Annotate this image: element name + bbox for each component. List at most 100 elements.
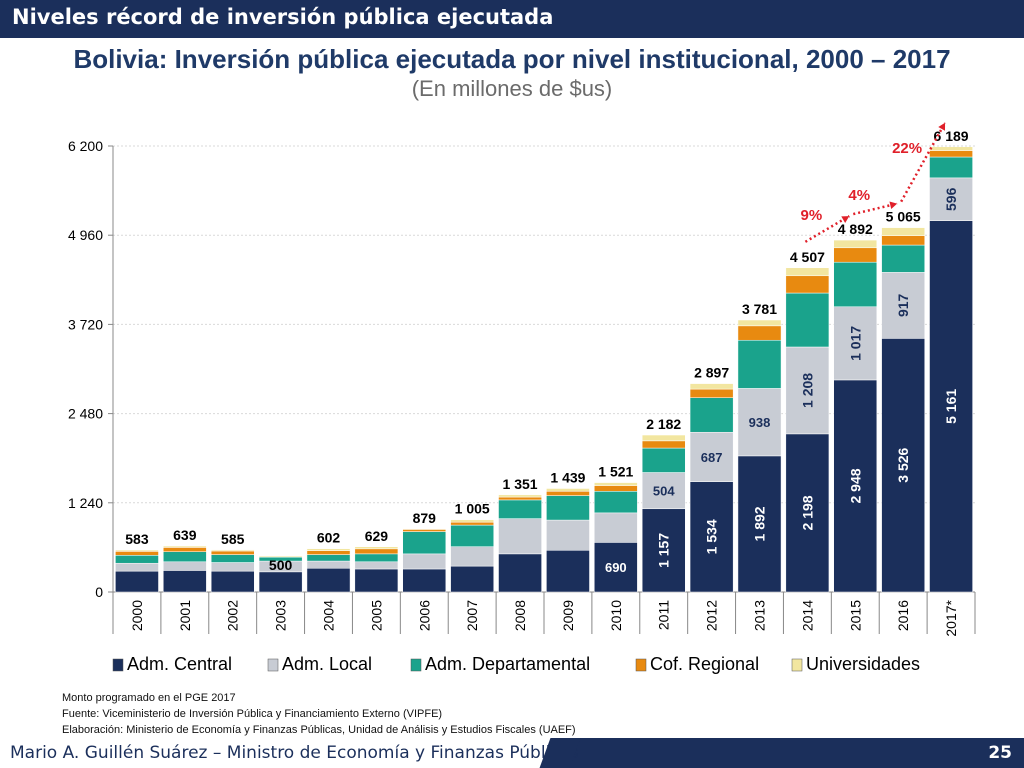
x-tick-label: 2014 — [799, 600, 815, 631]
bar-segment — [115, 549, 159, 552]
bar-segment — [498, 494, 542, 498]
bar-segment — [354, 548, 399, 555]
bar-segment — [833, 261, 878, 308]
growth-arrow-head — [889, 201, 898, 210]
bar-segment — [833, 247, 878, 263]
bar-segment — [594, 482, 638, 486]
total-label: 5 065 — [886, 209, 921, 225]
legend-label: Universidades — [806, 654, 920, 674]
bar-segment — [929, 177, 973, 221]
stacked-bar-chart: 0 1 240 2 480 3 720 4 960 6 200 2000 583 2001 639… — [68, 122, 976, 674]
bar-segment — [210, 570, 255, 593]
bar-segment — [210, 550, 255, 555]
bar-segment — [785, 346, 830, 435]
bar-segment — [737, 325, 782, 341]
segment-label: 2 198 — [799, 495, 815, 530]
bar-segment — [689, 388, 734, 398]
bar-segment — [546, 550, 590, 593]
header-banner: Niveles récord de inversión pública ejec… — [0, 0, 1024, 38]
growth-label: 4% — [848, 187, 870, 204]
x-tick-label: 2017* — [943, 599, 959, 636]
segment-label: 3 526 — [895, 447, 911, 482]
bar-segment — [498, 499, 542, 519]
total-label: 1 351 — [503, 476, 538, 492]
total-label: 2 182 — [646, 416, 681, 432]
bar-segment — [546, 491, 590, 496]
segment-label: 917 — [895, 293, 911, 317]
bar-segment — [737, 455, 782, 593]
bar-segment — [306, 550, 351, 555]
bar-segment — [594, 512, 638, 543]
bar-segment — [833, 306, 878, 381]
chart-title: Bolivia: Inversión pública ejecutada por… — [73, 44, 951, 74]
total-label: 583 — [125, 531, 149, 547]
segment-label: 1 017 — [847, 326, 863, 361]
bar-segment — [163, 547, 207, 552]
footer-author-panel: Mario A. Guillén Suárez – Ministro de Ec… — [0, 738, 579, 768]
bar-segment — [689, 481, 734, 593]
bar-segment — [450, 519, 494, 523]
bar-segment — [785, 433, 830, 593]
bar-segment — [354, 561, 399, 570]
legend-swatch — [112, 658, 124, 672]
legend-swatch — [410, 658, 422, 672]
x-tick-label: 2012 — [704, 600, 720, 631]
bar-segment — [546, 488, 590, 492]
bar-segment — [594, 485, 638, 492]
bar-segment — [115, 551, 159, 556]
x-tick-label: 2015 — [847, 600, 863, 631]
bar-segment — [210, 549, 255, 552]
segment-label: 1 157 — [656, 533, 672, 568]
banner-title: Niveles récord de inversión pública ejec… — [12, 5, 554, 29]
bar-segment — [450, 521, 494, 526]
bar-segment — [881, 244, 925, 273]
bar-segment — [450, 546, 494, 567]
page-number: 25 — [988, 743, 1012, 763]
bar-segment — [163, 570, 207, 593]
total-label: 1 521 — [598, 464, 633, 480]
bar-segment — [402, 568, 447, 593]
bar-segment — [498, 518, 542, 555]
segment-label: 596 — [943, 187, 959, 211]
x-tick-label: 2011 — [656, 600, 672, 630]
chart-subtitle: (En millones de $us) — [411, 76, 613, 101]
footer-bar: Mario A. Guillén Suárez – Ministro de Ec… — [0, 738, 1024, 768]
legend-swatch — [635, 658, 647, 672]
bar-segment — [881, 272, 925, 339]
total-label: 639 — [173, 527, 197, 543]
growth-label: 9% — [800, 207, 822, 224]
segment-label: 1 534 — [704, 519, 720, 554]
footer-author: Mario A. Guillén Suárez – Ministro de Ec… — [10, 743, 579, 763]
segment-label: 1 208 — [799, 373, 815, 408]
bar-segment — [641, 508, 686, 593]
bar-segment — [450, 565, 494, 593]
segment-label: 1 892 — [752, 506, 768, 541]
total-label: 6 189 — [934, 128, 969, 144]
total-label: 2 897 — [694, 365, 729, 381]
bar-segment — [306, 568, 351, 593]
growth-label: 22% — [892, 140, 922, 157]
legend-label: Adm. Local — [282, 654, 372, 674]
growth-arrow — [900, 122, 947, 203]
bar-segment — [354, 553, 399, 563]
x-tick-label: 2003 — [273, 600, 289, 631]
bar-segment — [163, 551, 207, 563]
segment-label: 690 — [605, 560, 627, 575]
source-notes: Monto programado en el PGE 2017 Fuente: … — [62, 690, 576, 738]
x-tick-label: 2016 — [895, 600, 911, 631]
growth-arrow-head — [938, 122, 946, 131]
segment-label: 687 — [701, 450, 723, 465]
bar-segment — [689, 431, 734, 482]
y-tick-label: 2 480 — [68, 406, 103, 422]
bar-segment — [641, 434, 686, 442]
bar-segment — [641, 472, 686, 510]
total-label: 602 — [317, 530, 341, 546]
x-tick-label: 2000 — [129, 600, 145, 631]
bar-segment — [402, 529, 447, 532]
bar-segment — [689, 383, 734, 390]
total-label: 585 — [221, 531, 245, 547]
x-tick-label: 2008 — [512, 600, 528, 631]
x-tick-label: 2002 — [225, 600, 241, 631]
total-label: 879 — [413, 510, 437, 526]
bar-segment — [498, 496, 542, 501]
